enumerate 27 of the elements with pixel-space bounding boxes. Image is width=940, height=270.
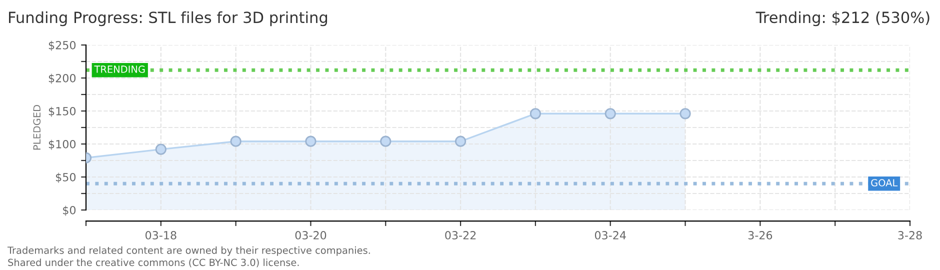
point	[604, 108, 616, 120]
x-tick-label: 3-26	[748, 231, 772, 240]
y-tick-label: $200	[48, 74, 76, 84]
point	[380, 136, 392, 147]
point	[454, 136, 466, 147]
x-tick-label: 03-22	[445, 231, 476, 240]
y-tick-label: $250	[48, 40, 76, 51]
point	[155, 144, 166, 155]
point	[230, 136, 242, 147]
chart-title: Funding Progress: STL files for 3D printing	[9, 11, 328, 26]
y-tick-label: $0	[63, 206, 76, 216]
y-tick-label: $150	[48, 106, 76, 117]
x-tick-label: 03-24	[594, 231, 626, 240]
text: Shared under the creative commons (CC BY-NC 3.0) license.	[8, 258, 299, 268]
x-tick-label: 03-18	[146, 231, 176, 240]
y-axis-title: PLEDGED	[33, 105, 41, 150]
y-tick-label: $100	[48, 140, 76, 150]
x-tick-label: 03-20	[295, 231, 326, 240]
text: Trending: $212 (530%)	[756, 11, 930, 26]
point	[530, 108, 542, 120]
text: Trademarks and related content are owned by their respective companies.	[7, 246, 370, 256]
ref-line-label: TRENDING	[94, 66, 145, 73]
x-tick-label: 3-28	[898, 231, 922, 240]
point	[305, 136, 316, 147]
y-tick-label: $50	[56, 172, 76, 183]
point	[680, 108, 691, 120]
ref-line-label: GOAL	[871, 179, 898, 186]
